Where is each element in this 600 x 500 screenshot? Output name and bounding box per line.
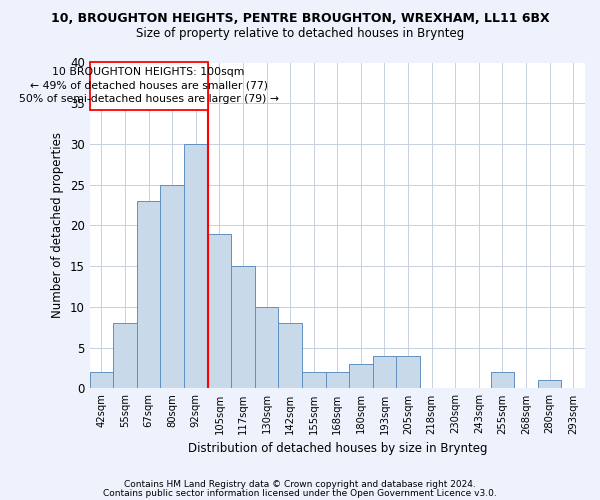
Text: 10 BROUGHTON HEIGHTS: 100sqm: 10 BROUGHTON HEIGHTS: 100sqm	[52, 68, 245, 78]
Bar	[278, 323, 302, 388]
Text: ← 49% of detached houses are smaller (77): ← 49% of detached houses are smaller (77…	[29, 80, 268, 90]
Text: Contains HM Land Registry data © Crown copyright and database right 2024.: Contains HM Land Registry data © Crown c…	[124, 480, 476, 489]
Bar	[208, 234, 231, 388]
Text: Size of property relative to detached houses in Brynteg: Size of property relative to detached ho…	[136, 28, 464, 40]
Bar	[89, 372, 113, 388]
Bar	[184, 144, 208, 388]
Bar	[113, 323, 137, 388]
Bar	[538, 380, 562, 388]
Bar	[373, 356, 396, 388]
Bar	[349, 364, 373, 388]
Y-axis label: Number of detached properties: Number of detached properties	[52, 132, 64, 318]
Bar	[255, 307, 278, 388]
X-axis label: Distribution of detached houses by size in Brynteg: Distribution of detached houses by size …	[188, 442, 487, 455]
Bar	[160, 184, 184, 388]
Bar	[326, 372, 349, 388]
Bar	[302, 372, 326, 388]
Bar	[137, 201, 160, 388]
Text: 10, BROUGHTON HEIGHTS, PENTRE BROUGHTON, WREXHAM, LL11 6BX: 10, BROUGHTON HEIGHTS, PENTRE BROUGHTON,…	[50, 12, 550, 26]
Text: 50% of semi-detached houses are larger (79) →: 50% of semi-detached houses are larger (…	[19, 94, 278, 104]
FancyBboxPatch shape	[89, 62, 208, 110]
Bar	[396, 356, 420, 388]
Bar	[491, 372, 514, 388]
Bar	[231, 266, 255, 388]
Text: Contains public sector information licensed under the Open Government Licence v3: Contains public sector information licen…	[103, 489, 497, 498]
